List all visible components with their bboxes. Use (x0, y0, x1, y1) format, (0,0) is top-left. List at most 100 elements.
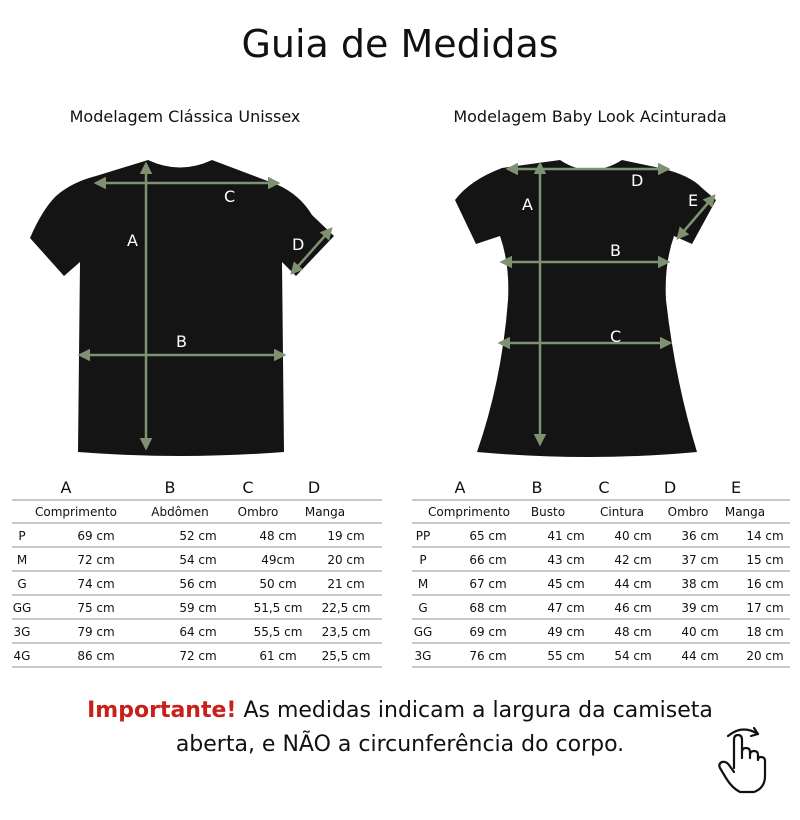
measurement-cell: 51,5 cm (253, 601, 303, 615)
measurement-cell: 55 cm (547, 649, 585, 663)
arrow-e (676, 194, 716, 240)
table-rule (412, 499, 790, 501)
tshirt-shape (30, 160, 334, 456)
measurement-cell: 86 cm (77, 649, 115, 663)
measurement-cell: 18 cm (746, 625, 784, 639)
size-label: G (17, 577, 27, 591)
column-letter: B (531, 478, 543, 497)
column-letter: D (663, 478, 677, 497)
measurement-cell: 52 cm (179, 529, 217, 543)
label-d: D (292, 235, 304, 254)
measurement-cell: 20 cm (327, 553, 365, 567)
table-rule (12, 666, 382, 668)
label-d: D (631, 171, 643, 190)
column-header: Ombro (667, 505, 709, 519)
measurement-cell: 49 cm (547, 625, 585, 639)
measurement-cell: 40 cm (614, 529, 652, 543)
size-label: 3G (414, 649, 432, 663)
measurement-cell: 42 cm (614, 553, 652, 567)
column-letter: D (307, 478, 321, 497)
size-label: P (18, 529, 26, 543)
column-letter: C (598, 478, 610, 497)
tshirt-shape (455, 160, 716, 457)
measurement-cell: 61 cm (259, 649, 297, 663)
measurement-cell: 20 cm (746, 649, 784, 663)
table-rule (12, 642, 382, 644)
classic-shirt-diagram: A B C D (30, 160, 334, 456)
column-header: Cintura (600, 505, 644, 519)
measurement-cell: 45 cm (547, 577, 585, 591)
measurement-cell: 37 cm (681, 553, 719, 567)
size-label: P (419, 553, 427, 567)
measurement-cell: 40 cm (681, 625, 719, 639)
measurement-cell: 44 cm (614, 577, 652, 591)
measurement-cell: 72 cm (77, 553, 115, 567)
size-label: G (418, 601, 428, 615)
table-rule (412, 594, 790, 596)
column-header: Manga (724, 505, 766, 519)
measurement-cell: 55,5 cm (253, 625, 303, 639)
measurement-cell: 22,5 cm (321, 601, 371, 615)
column-header: Manga (304, 505, 346, 519)
measurement-cell: 41 cm (547, 529, 585, 543)
measurement-cell: 54 cm (614, 649, 652, 663)
important-label: Importante! (87, 698, 237, 723)
table-rule (12, 570, 382, 572)
table-rule (12, 594, 382, 596)
measurement-cell: 50 cm (259, 577, 297, 591)
label-c: C (224, 187, 235, 206)
important-note: Importante! As medidas indicam a largura… (0, 694, 800, 762)
measurement-cell: 47 cm (547, 601, 585, 615)
measurement-cell: 72 cm (179, 649, 217, 663)
size-label: 4G (13, 649, 31, 663)
table-rule (12, 546, 382, 548)
size-label: M (16, 553, 28, 567)
column-letter: E (730, 478, 742, 497)
measurement-cell: 36 cm (681, 529, 719, 543)
column-letter: A (454, 478, 466, 497)
note-line-1: As medidas indicam a largura da camiseta (236, 698, 713, 723)
column-letter: B (164, 478, 176, 497)
measurement-cell: 69 cm (469, 625, 507, 639)
table-rule (412, 618, 790, 620)
label-a: A (127, 231, 138, 250)
table-rule (12, 618, 382, 620)
label-b: B (610, 241, 621, 260)
column-header: Comprimento (34, 505, 118, 519)
measurement-cell: 49cm (261, 553, 295, 567)
table-rule (12, 499, 382, 501)
column-letter: C (242, 478, 254, 497)
table-rule (412, 666, 790, 668)
measurement-cell: 23,5 cm (321, 625, 371, 639)
measurement-cell: 54 cm (179, 553, 217, 567)
table-rule (412, 642, 790, 644)
measurement-cell: 48 cm (259, 529, 297, 543)
babylook-shirt-diagram: A B C D E (455, 160, 716, 457)
measurement-cell: 21 cm (327, 577, 365, 591)
table-rule (412, 570, 790, 572)
size-label: GG (413, 625, 433, 639)
arrow-d (290, 227, 333, 275)
table-rule (12, 522, 382, 524)
measurement-cell: 16 cm (746, 577, 784, 591)
size-label: PP (415, 529, 431, 543)
measurement-cell: 17 cm (746, 601, 784, 615)
measurement-cell: 39 cm (681, 601, 719, 615)
measurement-cell: 44 cm (681, 649, 719, 663)
classic-subtitle: Modelagem Clássica Unissex (69, 107, 301, 126)
label-e: E (688, 191, 698, 210)
column-header: Busto (530, 505, 566, 519)
size-label: 3G (13, 625, 31, 639)
measurement-cell: 65 cm (469, 529, 507, 543)
page-title: Guia de Medidas (241, 22, 559, 66)
measurement-cell: 74 cm (77, 577, 115, 591)
table-rule (412, 546, 790, 548)
label-a: A (522, 195, 533, 214)
column-header: Comprimento (427, 505, 511, 519)
measurement-cell: 68 cm (469, 601, 507, 615)
size-label: M (417, 577, 429, 591)
measurement-cell: 25,5 cm (321, 649, 371, 663)
measurement-cell: 14 cm (746, 529, 784, 543)
measurement-cell: 48 cm (614, 625, 652, 639)
size-label: GG (12, 601, 32, 615)
